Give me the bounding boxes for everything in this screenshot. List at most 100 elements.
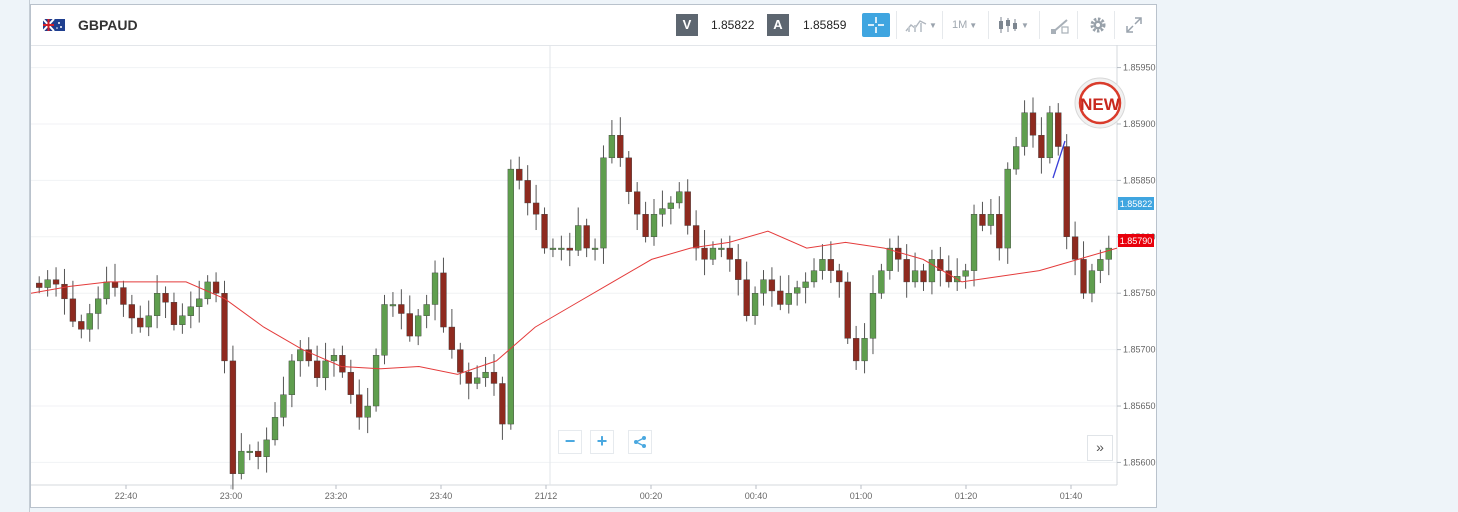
flag-gb-au-icon: [43, 19, 65, 31]
indicators-dropdown[interactable]: ▼: [905, 15, 937, 35]
candle: [507, 168, 514, 425]
candlestick-chart[interactable]: 1.859501.859001.858501.858001.857501.857…: [31, 45, 1156, 507]
candle: [1071, 236, 1079, 260]
candle: [448, 326, 456, 350]
candle: [650, 214, 658, 237]
candle: [103, 281, 110, 300]
candle: [802, 281, 809, 288]
ma-value-label: 1.85790: [1120, 236, 1153, 246]
candle: [372, 355, 380, 407]
chevrons-right-icon: »: [1096, 439, 1104, 455]
candle: [52, 279, 60, 285]
candle: [1021, 112, 1028, 147]
x-tick-label: 00:20: [640, 491, 663, 501]
candle: [170, 302, 178, 325]
y-tick-label: 1.85700: [1123, 345, 1156, 355]
candle: [431, 272, 439, 305]
candle: [869, 293, 877, 339]
sell-button[interactable]: V: [676, 14, 698, 36]
candle: [187, 306, 194, 316]
candle: [1038, 135, 1045, 159]
moving-average-line: [31, 230, 1118, 375]
candle: [979, 214, 986, 226]
crosshair-icon[interactable]: [862, 13, 890, 37]
candle: [836, 270, 843, 283]
candle: [389, 304, 397, 307]
zoom-in-icon: +: [596, 431, 608, 451]
candle: [970, 214, 978, 271]
scroll-to-latest-button[interactable]: »: [1087, 435, 1113, 461]
candle: [583, 225, 590, 249]
candle: [120, 287, 127, 305]
candle: [364, 405, 371, 418]
zoom-out-button[interactable]: −: [558, 430, 582, 454]
candle: [920, 270, 927, 283]
candle: [768, 279, 776, 292]
drawing-tool-icon[interactable]: [1050, 17, 1070, 35]
candle: [313, 360, 321, 379]
gear-icon[interactable]: [1089, 16, 1107, 34]
candle: [196, 298, 203, 307]
y-tick-label: 1.85650: [1123, 401, 1156, 411]
buy-button[interactable]: A: [767, 14, 789, 36]
candle: [1046, 112, 1053, 159]
share-button[interactable]: [628, 430, 652, 454]
chart-widget: GBPAUD V 1.85822 A 1.85859 ▼ 1M ▼: [30, 4, 1157, 508]
candle: [288, 360, 296, 395]
candle: [1013, 146, 1020, 170]
candle: [137, 317, 144, 328]
candle: [347, 371, 354, 395]
candle: [212, 281, 220, 294]
chevron-down-icon: ▼: [969, 20, 978, 30]
candle: [1105, 247, 1112, 260]
candle: [558, 247, 565, 250]
candlestick-icon: [999, 17, 1017, 33]
candle: [575, 225, 582, 251]
chart-type-dropdown[interactable]: ▼: [997, 15, 1029, 35]
candle: [423, 304, 430, 316]
candle: [718, 247, 725, 250]
candle: [701, 247, 708, 260]
candle: [61, 283, 68, 300]
candle: [246, 450, 253, 453]
candle: [794, 287, 801, 294]
candle: [280, 394, 287, 418]
candle: [238, 450, 245, 474]
trend-line-drawing[interactable]: [1052, 140, 1066, 179]
y-tick-label: 1.85750: [1123, 288, 1156, 298]
candle: [153, 293, 161, 316]
candle: [1004, 168, 1011, 249]
left-sidebar-rail: [0, 0, 30, 512]
y-tick-label: 1.85900: [1123, 119, 1156, 129]
expand-icon[interactable]: [1125, 16, 1143, 34]
candle: [1097, 259, 1104, 271]
candle: [878, 270, 885, 294]
candle: [356, 394, 363, 418]
candle: [78, 321, 85, 330]
candle: [608, 135, 616, 159]
candle: [692, 225, 700, 249]
toolbar-divider: [1077, 11, 1078, 39]
candle: [903, 259, 910, 283]
ma-value-marker: [1118, 234, 1154, 247]
candle: [861, 338, 868, 362]
candle: [490, 371, 498, 384]
x-tick-label: 21/12: [535, 491, 558, 501]
candle: [330, 355, 338, 362]
x-tick-label: 01:40: [1060, 491, 1083, 501]
candle: [928, 259, 936, 283]
candle: [482, 371, 489, 379]
chart-grid: [31, 67, 1117, 463]
candle: [415, 315, 422, 337]
candle: [852, 338, 860, 362]
candle: [1063, 146, 1070, 237]
candle: [659, 208, 666, 215]
timeframe-dropdown[interactable]: 1M ▼: [952, 15, 977, 35]
zoom-in-button[interactable]: +: [590, 430, 614, 454]
buy-price: 1.85859: [803, 18, 847, 32]
candle: [95, 298, 102, 314]
candle: [987, 214, 995, 226]
candle: [128, 304, 135, 319]
candle: [844, 281, 851, 339]
candle: [996, 214, 1003, 249]
